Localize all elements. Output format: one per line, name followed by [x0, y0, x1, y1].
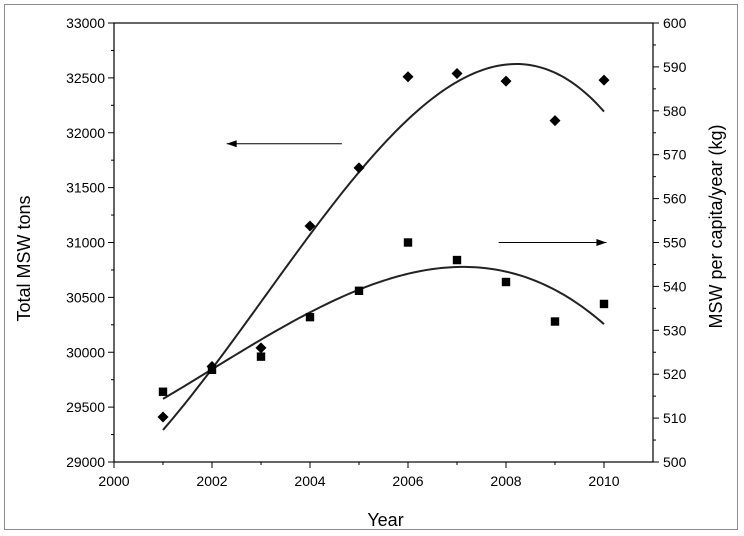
data-point-diamond	[255, 342, 267, 354]
data-point-diamond	[157, 411, 169, 423]
y-right-tick-label: 560	[663, 191, 687, 207]
y-right-tick-label: 570	[663, 147, 687, 163]
y-left-tick-label: 29000	[66, 454, 105, 470]
y-right-tick-label: 520	[663, 366, 687, 382]
y-left-tick-label: 32500	[66, 70, 105, 86]
data-point-square	[550, 317, 560, 326]
x-tick-label: 2004	[294, 473, 325, 489]
chart-frame	[4, 4, 738, 530]
data-point-diamond	[353, 162, 365, 174]
y-right-axis-title: MSW per capita/year (kg)	[706, 124, 726, 328]
data-point-square	[403, 238, 413, 247]
data-point-square	[207, 365, 217, 375]
data-point-square	[452, 255, 462, 265]
data-point-diamond	[500, 75, 512, 87]
y-left-axis-title: Total MSW tons	[14, 195, 34, 321]
x-tick-label: 2006	[392, 473, 423, 489]
y-left-tick-label: 33000	[66, 15, 105, 31]
y-right-tick-label: 500	[663, 454, 687, 470]
y-right-tick-label: 580	[663, 103, 687, 119]
y-left-tick-label: 32000	[66, 125, 105, 141]
arrow-to-right-axis-head	[596, 239, 607, 246]
data-point-diamond	[402, 71, 414, 83]
data-point-diamond	[598, 74, 610, 86]
x-tick-label: 2002	[196, 473, 227, 489]
data-point-square	[158, 387, 168, 396]
y-left-tick-label: 30500	[66, 289, 105, 305]
fit-curve-square	[162, 265, 605, 400]
data-point-square	[305, 312, 315, 322]
data-point-diamond	[451, 67, 463, 79]
y-right-tick-label: 510	[663, 410, 687, 426]
arrow-to-left-axis-head	[226, 140, 237, 148]
y-right-tick-label: 530	[663, 322, 687, 338]
data-point-diamond	[304, 220, 316, 232]
data-point-diamond	[549, 115, 561, 127]
x-tick-label: 2000	[98, 473, 129, 489]
y-left-tick-label: 29500	[66, 399, 105, 415]
y-left-tick-label: 31500	[66, 180, 105, 196]
y-left-tick-label: 30000	[66, 344, 105, 360]
x-tick-label: 2010	[588, 473, 619, 489]
y-right-tick-label: 540	[663, 278, 687, 294]
y-left-tick-label: 31000	[66, 235, 105, 251]
data-point-square	[256, 352, 266, 361]
y-right-tick-label: 550	[663, 235, 687, 251]
fit-curve-diamond	[162, 62, 605, 431]
y-right-tick-label: 600	[663, 15, 687, 31]
data-point-square	[599, 299, 609, 309]
x-axis-title: Year	[367, 510, 403, 530]
data-point-square	[354, 286, 364, 295]
y-right-tick-label: 590	[663, 59, 687, 75]
x-tick-label: 2008	[490, 473, 521, 489]
data-point-square	[501, 277, 511, 287]
